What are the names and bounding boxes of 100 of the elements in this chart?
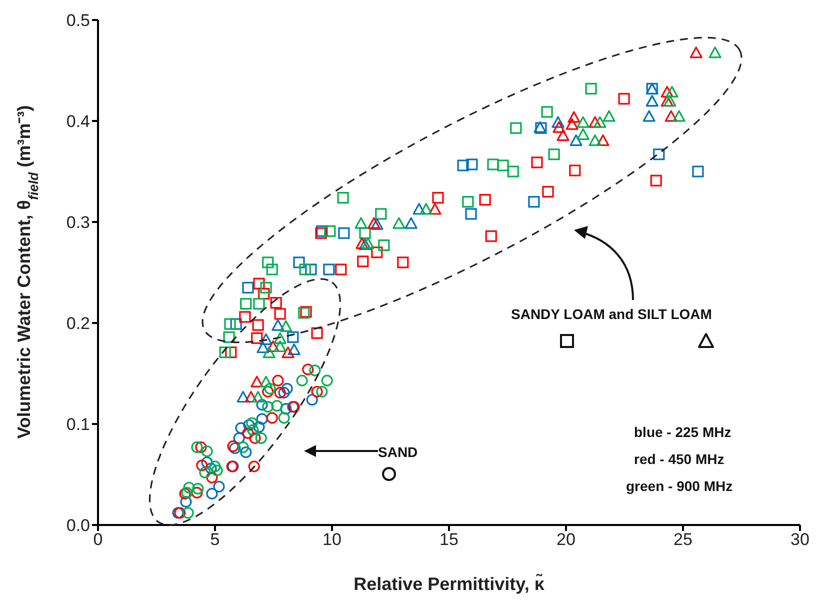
point: [692, 166, 704, 178]
point: [236, 390, 250, 403]
point: [568, 111, 580, 123]
annotation: blue - 225 MHz: [634, 424, 732, 440]
point: [288, 343, 300, 356]
point: [192, 482, 204, 494]
point: [690, 46, 702, 58]
point: [432, 192, 444, 204]
point: [299, 264, 311, 276]
point: [195, 441, 207, 454]
point: [248, 460, 260, 472]
point: [256, 341, 270, 354]
point: [302, 364, 314, 376]
point: [274, 332, 286, 344]
y-tick-label: 0.1: [66, 415, 90, 434]
point: [392, 217, 406, 229]
point: [368, 217, 380, 229]
point: [566, 118, 578, 130]
point: [420, 203, 432, 215]
point: [224, 318, 236, 330]
point: [272, 319, 284, 331]
point: [211, 464, 223, 476]
point: [323, 264, 335, 276]
point: [262, 346, 276, 358]
point: [244, 390, 258, 403]
point: [596, 134, 610, 146]
point: [282, 346, 294, 358]
point: [253, 298, 265, 310]
point: [280, 320, 292, 332]
point: [270, 297, 282, 309]
y-tick-label: 0.3: [66, 213, 90, 232]
point: [359, 227, 371, 239]
point: [266, 412, 278, 424]
x-axis-title: Relative Permittivity, κ̃: [354, 573, 546, 594]
point: [666, 86, 678, 98]
point: [362, 237, 374, 250]
point: [249, 432, 261, 444]
point: [260, 282, 272, 294]
point: [305, 264, 317, 276]
point: [466, 158, 478, 170]
point: [266, 264, 278, 276]
point: [223, 331, 235, 343]
point: [487, 158, 499, 170]
point: [412, 203, 426, 215]
point: [672, 110, 686, 122]
point: [664, 95, 676, 107]
point: [262, 256, 274, 268]
x-tick-label: 15: [440, 530, 458, 550]
point: [271, 400, 283, 412]
y-tick-label: 0.5: [66, 11, 90, 30]
point: [274, 340, 286, 352]
point: [262, 386, 274, 398]
point: [253, 278, 265, 290]
point: [428, 203, 442, 215]
point: [260, 333, 272, 345]
point: [507, 166, 519, 178]
point: [552, 116, 564, 128]
point: [209, 460, 221, 472]
point: [618, 92, 630, 105]
point: [588, 134, 602, 146]
point: [569, 164, 581, 176]
point: [201, 445, 213, 458]
x-tick-label: 20: [556, 530, 576, 550]
point: [397, 256, 409, 268]
point: [306, 394, 318, 406]
point: [233, 432, 245, 444]
point: [338, 227, 350, 239]
x-tick-label: 0: [93, 530, 103, 550]
point: [510, 122, 522, 134]
point: [278, 412, 290, 424]
point: [242, 282, 254, 294]
point: [664, 110, 678, 122]
point: [356, 237, 368, 250]
point: [281, 382, 293, 394]
point: [531, 156, 543, 168]
point: [324, 225, 336, 237]
annotation: green - 900 MHz: [626, 478, 733, 494]
point: [465, 208, 477, 220]
point: [251, 332, 263, 344]
point: [255, 432, 267, 444]
point: [497, 160, 509, 172]
point: [576, 116, 590, 128]
point: [293, 256, 305, 268]
point: [240, 298, 252, 310]
point: [375, 208, 387, 220]
point: [191, 441, 203, 454]
point: [371, 246, 383, 258]
point: [576, 128, 590, 140]
point: [541, 106, 553, 118]
point: [250, 376, 264, 388]
point: [479, 194, 491, 206]
point: [321, 374, 333, 386]
point: [370, 218, 384, 230]
point: [311, 327, 323, 339]
point: [242, 427, 254, 439]
point: [653, 148, 665, 160]
point: [180, 496, 192, 508]
point: [354, 217, 368, 229]
point: [272, 374, 284, 386]
point: [266, 340, 280, 352]
